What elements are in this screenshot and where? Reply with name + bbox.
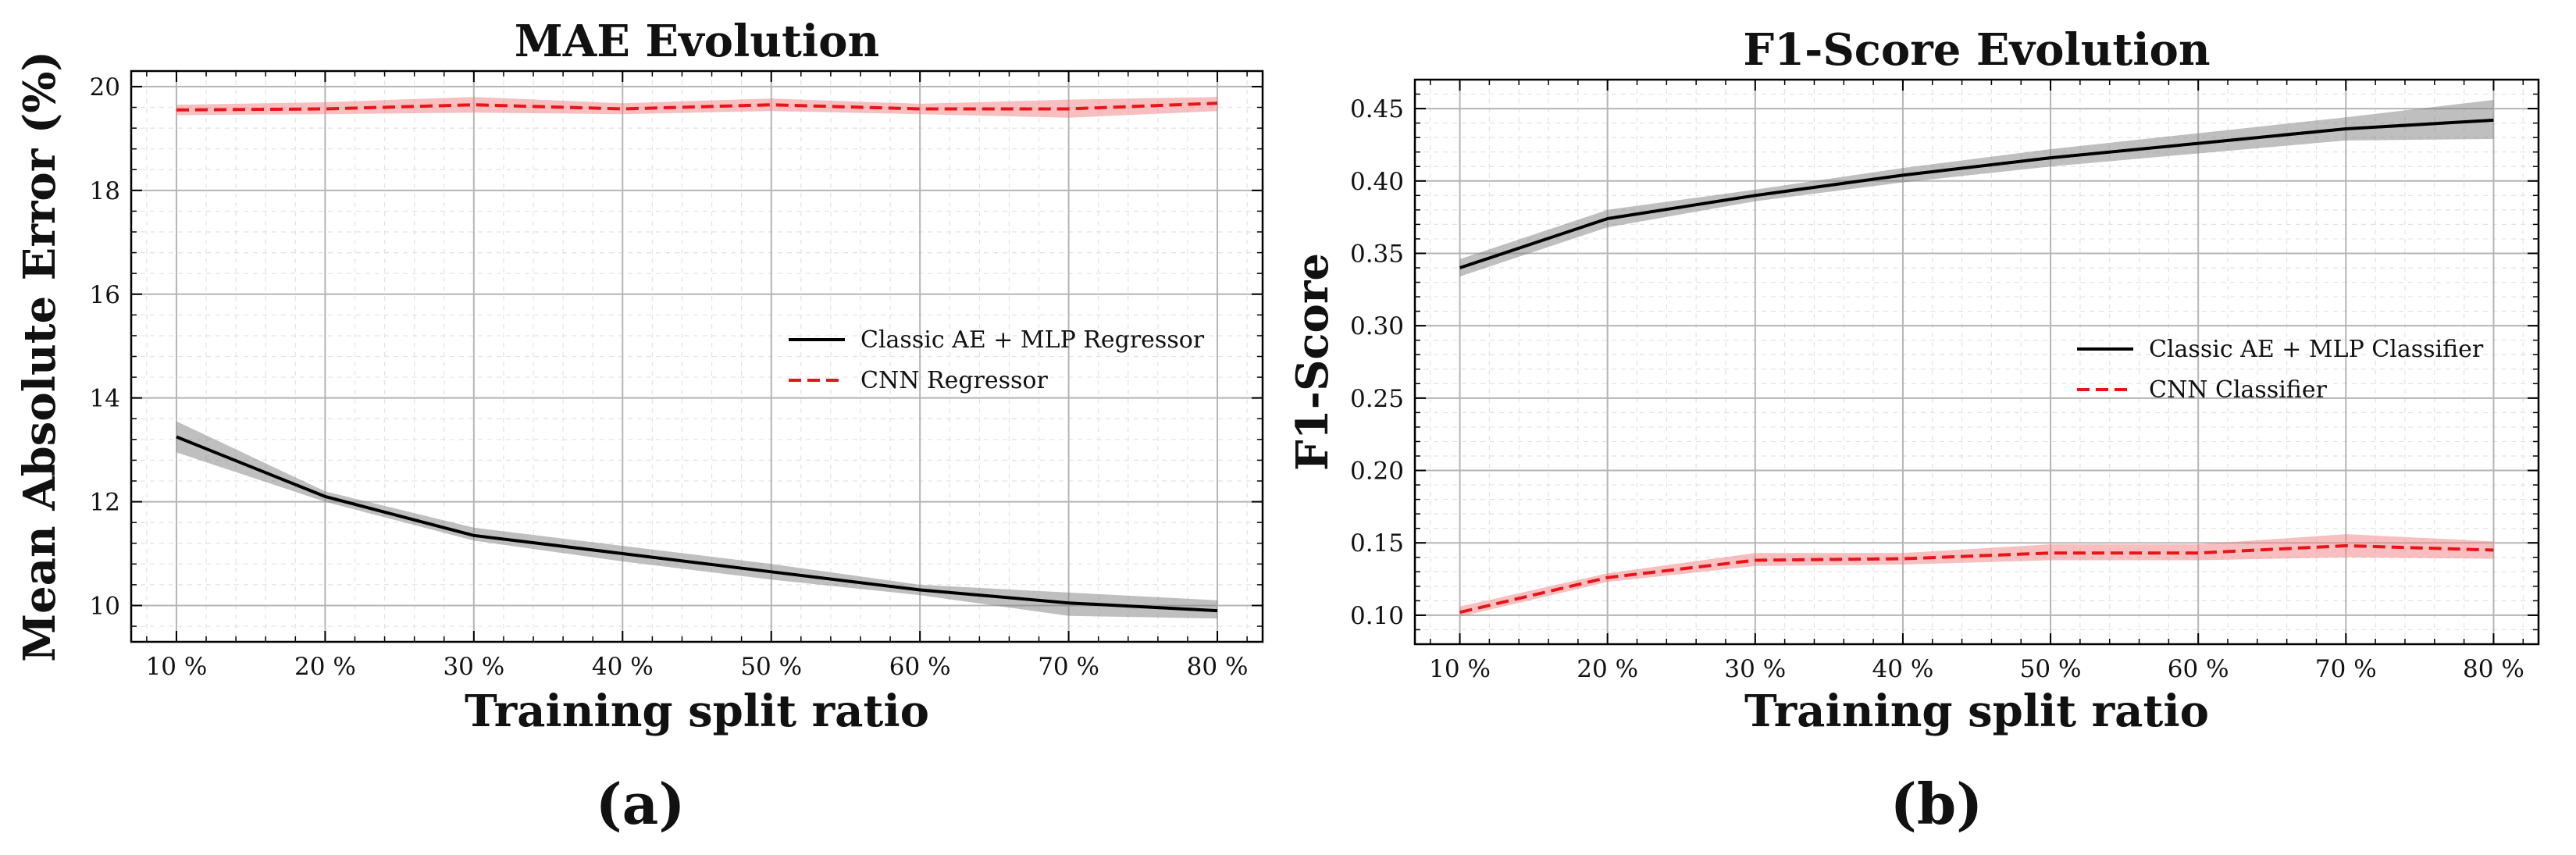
y-tick-label: 20 bbox=[90, 73, 120, 102]
series-line-cnn bbox=[1459, 543, 2494, 615]
x-tick-label: 40 % bbox=[1872, 655, 1934, 683]
y-tick-label: 0.30 bbox=[1350, 312, 1404, 340]
confidence-band-cnn bbox=[1459, 534, 2494, 617]
series-line-classic bbox=[176, 435, 1218, 613]
y-tick-label: 12 bbox=[90, 489, 120, 517]
y-tick-label: 0.20 bbox=[1350, 458, 1404, 486]
x-tick-label: 60 % bbox=[889, 653, 951, 681]
x-axis-label: Training split ratio bbox=[465, 686, 929, 737]
x-axis: 10 % 20 % 30 % 40 % 50 % 60 % 70 % 80 % bbox=[1429, 80, 2524, 683]
x-tick-label: 20 % bbox=[294, 653, 356, 681]
x-tick-label: 80 % bbox=[2463, 655, 2524, 683]
x-tick-label: 80 % bbox=[1187, 653, 1249, 681]
y-axis: 0.10 0.15 0.20 0.25 0.30 0.35 0.40 0.45 bbox=[1350, 93, 2539, 631]
major-grid bbox=[131, 71, 1263, 642]
x-tick-label: 10 % bbox=[1429, 655, 1491, 683]
x-tick-label: 20 % bbox=[1577, 655, 1638, 683]
y-axis-label: F1-Score bbox=[1287, 253, 1338, 471]
series-line-classic bbox=[1459, 118, 2494, 269]
confidence-band-cnn bbox=[176, 97, 1217, 118]
legend: Classic AE + MLP Regressor CNN Regressor bbox=[789, 326, 1205, 394]
panel-label: (b) bbox=[1890, 771, 1983, 837]
legend-label: Classic AE + MLP Regressor bbox=[860, 326, 1205, 354]
y-tick-label: 16 bbox=[90, 281, 120, 309]
y-axis: 10 12 14 16 18 20 bbox=[90, 73, 1263, 627]
chart-title: F1-Score Evolution bbox=[1743, 24, 2210, 76]
y-tick-label: 0.45 bbox=[1350, 95, 1404, 123]
legend-label: CNN Regressor bbox=[860, 367, 1048, 394]
y-tick-label: 0.35 bbox=[1350, 240, 1404, 268]
x-tick-label: 40 % bbox=[592, 653, 654, 681]
y-tick-label: 18 bbox=[90, 177, 120, 205]
legend-label: Classic AE + MLP Classifier bbox=[2149, 336, 2484, 363]
x-axis-label: Training split ratio bbox=[1744, 686, 2209, 737]
y-tick-label: 0.10 bbox=[1350, 602, 1404, 630]
x-tick-label: 30 % bbox=[443, 653, 504, 681]
x-tick-label: 30 % bbox=[1724, 655, 1786, 683]
panel-label: (a) bbox=[596, 771, 686, 837]
x-tick-label: 50 % bbox=[2020, 655, 2082, 683]
x-axis: 10 % 20 % 30 % 40 % 50 % 60 % 70 % 80 % bbox=[146, 71, 1249, 681]
x-tick-label: 10 % bbox=[146, 653, 208, 681]
y-tick-label: 0.40 bbox=[1350, 168, 1404, 196]
x-tick-label: 70 % bbox=[2315, 655, 2377, 683]
y-tick-label: 14 bbox=[90, 385, 120, 413]
x-tick-label: 60 % bbox=[2168, 655, 2229, 683]
y-tick-label: 10 bbox=[90, 592, 120, 620]
y-tick-label: 0.15 bbox=[1350, 529, 1404, 558]
x-tick-label: 70 % bbox=[1038, 653, 1099, 681]
confidence-band-classic bbox=[1459, 100, 2494, 277]
chart-mae-evolution: 10 12 14 16 18 20 10 % 20 % 30 % 40 % 50 % 60 % 70 %… bbox=[14, 16, 1264, 837]
y-axis-label: Mean Absolute Error (%) bbox=[14, 51, 66, 662]
x-tick-label: 50 % bbox=[740, 653, 802, 681]
legend: Classic AE + MLP Classifier CNN Classifie… bbox=[2077, 336, 2484, 404]
chart-f1-evolution: 0.10 0.15 0.20 0.25 0.30 0.35 0.40 0.45 10 % 20 %… bbox=[1287, 24, 2540, 837]
series-line-cnn bbox=[176, 102, 1218, 112]
y-tick-label: 0.25 bbox=[1350, 385, 1404, 413]
legend-label: CNN Classifier bbox=[2149, 376, 2328, 404]
axes-frame bbox=[1413, 78, 2540, 646]
confidence-band-classic bbox=[176, 421, 1217, 619]
chart-title: MAE Evolution bbox=[515, 16, 879, 67]
